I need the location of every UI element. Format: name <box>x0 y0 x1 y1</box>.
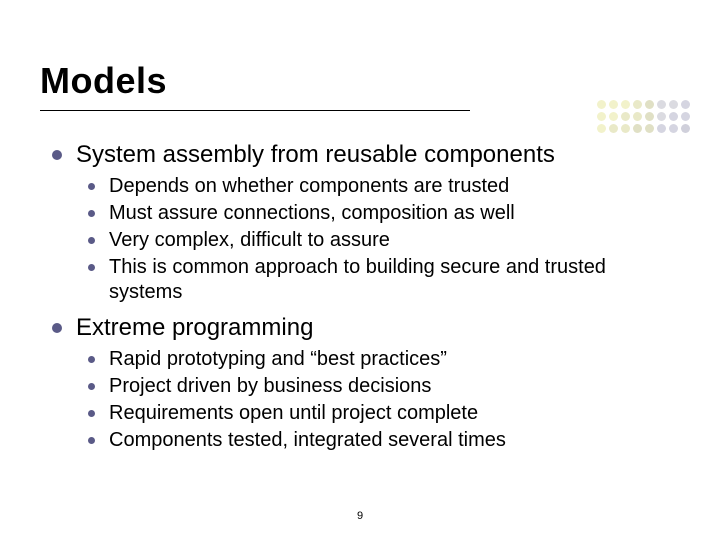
bullet-list: System assembly from reusable components… <box>52 140 680 453</box>
bullet-icon <box>52 323 62 333</box>
list-item: System assembly from reusable components… <box>52 140 680 305</box>
dot-icon <box>645 112 654 121</box>
list-item: Depends on whether components are truste… <box>88 174 680 199</box>
list-item: Must assure connections, composition as … <box>88 201 680 226</box>
list-item-label: Requirements open until project complete <box>109 401 478 426</box>
dot-icon <box>633 112 642 121</box>
list-item-label: Depends on whether components are truste… <box>109 174 509 199</box>
bullet-icon <box>88 356 95 363</box>
sub-bullet-list: Rapid prototyping and “best practices” P… <box>52 347 680 453</box>
list-item: Components tested, integrated several ti… <box>88 428 680 453</box>
page-number: 9 <box>0 510 720 522</box>
list-item: Requirements open until project complete <box>88 401 680 426</box>
list-item-label: System assembly from reusable components <box>76 140 555 170</box>
dot-icon <box>633 100 642 109</box>
dot-icon <box>597 100 606 109</box>
bullet-icon <box>88 264 95 271</box>
dot-icon <box>609 112 618 121</box>
bullet-icon <box>88 383 95 390</box>
dot-icon <box>657 124 666 133</box>
bullet-icon <box>88 237 95 244</box>
dot-icon <box>681 100 690 109</box>
list-item: Extreme programming Rapid prototyping an… <box>52 313 680 453</box>
bullet-icon <box>52 150 62 160</box>
dot-icon <box>645 100 654 109</box>
dot-icon <box>681 124 690 133</box>
list-item-label: Components tested, integrated several ti… <box>109 428 506 453</box>
bullet-icon <box>88 437 95 444</box>
dot-icon <box>657 112 666 121</box>
list-item: Project driven by business decisions <box>88 374 680 399</box>
dot-icon <box>669 112 678 121</box>
dot-icon <box>633 124 642 133</box>
list-item: Rapid prototyping and “best practices” <box>88 347 680 372</box>
list-item-label: Very complex, difficult to assure <box>109 228 390 253</box>
dot-icon <box>609 100 618 109</box>
dot-icon <box>621 112 630 121</box>
decorative-dot-grid <box>597 100 690 133</box>
dot-icon <box>609 124 618 133</box>
dot-icon <box>597 112 606 121</box>
list-item-label: Must assure connections, composition as … <box>109 201 515 226</box>
list-item-label: Extreme programming <box>76 313 313 343</box>
list-item: Very complex, difficult to assure <box>88 228 680 253</box>
list-item-label: This is common approach to building secu… <box>109 255 680 305</box>
dot-icon <box>621 100 630 109</box>
list-item-label: Project driven by business decisions <box>109 374 431 399</box>
dot-icon <box>669 124 678 133</box>
list-row: Extreme programming <box>52 313 680 343</box>
list-item: This is common approach to building secu… <box>88 255 680 305</box>
dot-icon <box>657 100 666 109</box>
list-item-label: Rapid prototyping and “best practices” <box>109 347 447 372</box>
slide-body: System assembly from reusable components… <box>52 140 680 461</box>
dot-icon <box>597 124 606 133</box>
bullet-icon <box>88 183 95 190</box>
bullet-icon <box>88 210 95 217</box>
sub-bullet-list: Depends on whether components are truste… <box>52 174 680 305</box>
dot-icon <box>669 100 678 109</box>
dot-icon <box>681 112 690 121</box>
title-underline <box>40 110 470 111</box>
list-row: System assembly from reusable components <box>52 140 680 170</box>
bullet-icon <box>88 410 95 417</box>
dot-icon <box>621 124 630 133</box>
dot-icon <box>645 124 654 133</box>
slide: Models System assembly from reusable com… <box>0 0 720 540</box>
slide-title: Models <box>40 60 167 102</box>
